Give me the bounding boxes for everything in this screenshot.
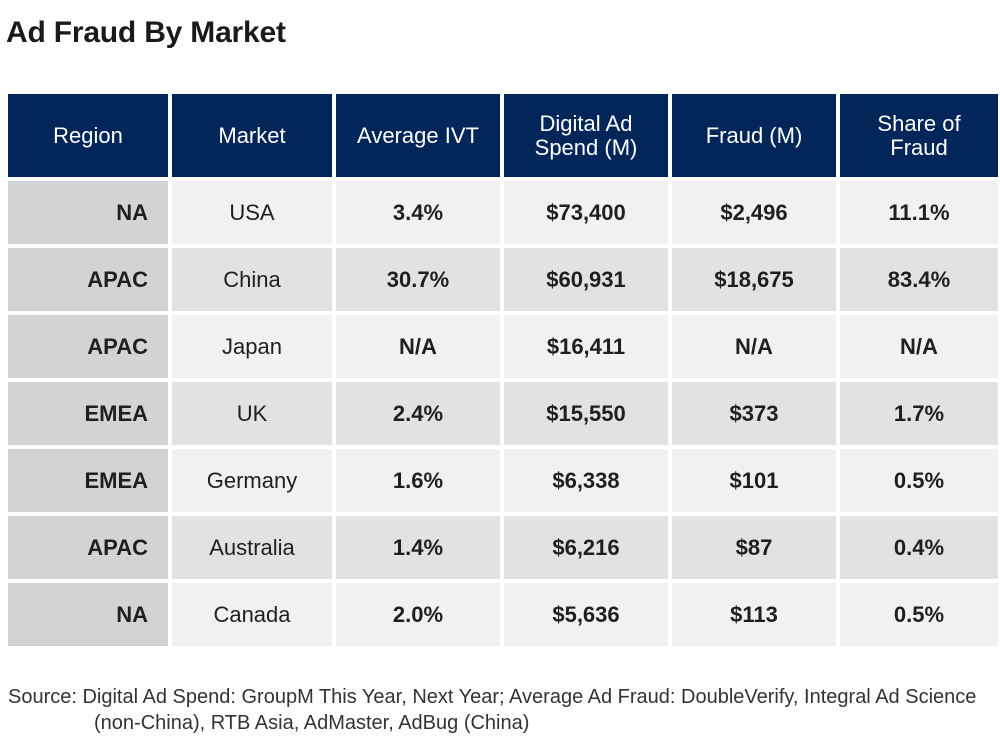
share-cell: 0.4% xyxy=(840,516,998,579)
spend-cell: $60,931 xyxy=(504,248,668,311)
region-cell: APAC xyxy=(8,315,168,378)
region-cell: APAC xyxy=(8,248,168,311)
fraud-cell: $87 xyxy=(672,516,836,579)
ivt-cell: 1.4% xyxy=(336,516,500,579)
ivt-cell: 2.0% xyxy=(336,583,500,646)
spend-cell: $16,411 xyxy=(504,315,668,378)
fraud-cell: $18,675 xyxy=(672,248,836,311)
page-title: Ad Fraud By Market xyxy=(6,16,286,49)
fraud-cell: $101 xyxy=(672,449,836,512)
region-cell: NA xyxy=(8,583,168,646)
spend-cell: $6,338 xyxy=(504,449,668,512)
fraud-cell: $373 xyxy=(672,382,836,445)
share-cell: 0.5% xyxy=(840,449,998,512)
spend-cell: $6,216 xyxy=(504,516,668,579)
column-header-share-of-fraud: Share of Fraud xyxy=(840,94,998,177)
fraud-cell: $2,496 xyxy=(672,181,836,244)
region-cell: EMEA xyxy=(8,449,168,512)
spend-cell: $73,400 xyxy=(504,181,668,244)
table-header-row: Region Market Average IVT Digital Ad Spe… xyxy=(8,94,998,177)
table-row: NA USA 3.4% $73,400 $2,496 11.1% xyxy=(8,181,998,244)
share-cell: 83.4% xyxy=(840,248,998,311)
table-row: APAC China 30.7% $60,931 $18,675 83.4% xyxy=(8,248,998,311)
market-cell: Japan xyxy=(172,315,332,378)
ivt-cell: 1.6% xyxy=(336,449,500,512)
column-header-average-ivt: Average IVT xyxy=(336,94,500,177)
ivt-cell: 30.7% xyxy=(336,248,500,311)
table-row: EMEA Germany 1.6% $6,338 $101 0.5% xyxy=(8,449,998,512)
market-cell: Canada xyxy=(172,583,332,646)
ivt-cell: 3.4% xyxy=(336,181,500,244)
market-cell: China xyxy=(172,248,332,311)
market-cell: UK xyxy=(172,382,332,445)
spend-cell: $5,636 xyxy=(504,583,668,646)
region-cell: NA xyxy=(8,181,168,244)
table-row: APAC Australia 1.4% $6,216 $87 0.4% xyxy=(8,516,998,579)
table-row: APAC Japan N/A $16,411 N/A N/A xyxy=(8,315,998,378)
ivt-cell: N/A xyxy=(336,315,500,378)
market-cell: USA xyxy=(172,181,332,244)
share-cell: 1.7% xyxy=(840,382,998,445)
column-header-fraud: Fraud (M) xyxy=(672,94,836,177)
source-note: Source: Digital Ad Spend: GroupM This Ye… xyxy=(8,686,977,734)
share-cell: 11.1% xyxy=(840,181,998,244)
table-row: NA Canada 2.0% $5,636 $113 0.5% xyxy=(8,583,998,646)
market-cell: Australia xyxy=(172,516,332,579)
ad-fraud-table: Region Market Average IVT Digital Ad Spe… xyxy=(4,90,1000,650)
fraud-cell: N/A xyxy=(672,315,836,378)
region-cell: APAC xyxy=(8,516,168,579)
column-header-region: Region xyxy=(8,94,168,177)
market-cell: Germany xyxy=(172,449,332,512)
region-cell: EMEA xyxy=(8,382,168,445)
column-header-digital-ad-spend: Digital Ad Spend (M) xyxy=(504,94,668,177)
spend-cell: $15,550 xyxy=(504,382,668,445)
ivt-cell: 2.4% xyxy=(336,382,500,445)
share-cell: N/A xyxy=(840,315,998,378)
column-header-market: Market xyxy=(172,94,332,177)
fraud-cell: $113 xyxy=(672,583,836,646)
table-row: EMEA UK 2.4% $15,550 $373 1.7% xyxy=(8,382,998,445)
share-cell: 0.5% xyxy=(840,583,998,646)
